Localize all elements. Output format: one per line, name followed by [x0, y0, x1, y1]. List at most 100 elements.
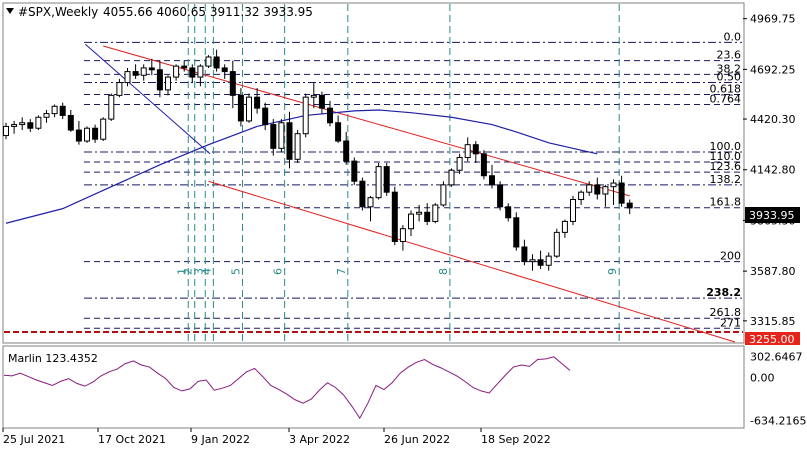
- candle-body: [561, 220, 568, 233]
- wave-label: 2: [182, 268, 195, 275]
- candle-body: [610, 182, 617, 188]
- oscillator-line: [3, 356, 571, 420]
- candle-body: [318, 94, 325, 109]
- candle-body: [602, 186, 609, 195]
- candle-body: [19, 122, 26, 126]
- wave-label: 7: [335, 268, 348, 275]
- candle-body: [545, 255, 552, 266]
- price-tick-label: 4969.75: [750, 13, 796, 26]
- candle-body: [189, 67, 196, 78]
- axes: 4969.754692.254420.304142.803865.303587.…: [2, 13, 806, 446]
- candle-body: [513, 217, 520, 248]
- moving-average-layer: [5, 109, 598, 224]
- current-price-label: 3933.95: [749, 209, 795, 222]
- candle-body: [626, 202, 633, 209]
- candle-body: [237, 94, 244, 122]
- candle-body: [335, 122, 342, 142]
- candle-body: [43, 113, 50, 118]
- fib-level-label: 0.618: [710, 82, 742, 95]
- indicator-tick-label: 0.00: [750, 371, 775, 384]
- candle-body: [505, 206, 512, 219]
- candle-body: [416, 211, 423, 215]
- candle-body: [108, 94, 115, 120]
- time-tick-label: 9 Jan 2022: [191, 433, 250, 446]
- candle-body: [213, 56, 220, 69]
- candle-body: [92, 127, 99, 140]
- candle-body: [262, 107, 269, 126]
- level-price-label: 3255.00: [749, 333, 795, 346]
- candle-body: [359, 180, 366, 208]
- candle-body: [618, 182, 625, 204]
- fib-level-label: 38.2: [717, 62, 742, 75]
- fib-level-label: 161.8: [710, 196, 742, 209]
- fibonacci-grid: [4, 41, 743, 333]
- indicator-tick-label: -634.2165: [750, 415, 806, 428]
- candle-body: [310, 94, 317, 98]
- indicator-label: Marlin 123.4352: [8, 352, 98, 365]
- candle-body: [367, 197, 374, 208]
- candle-body: [424, 211, 431, 222]
- candle-body: [221, 67, 228, 73]
- wave-label: 8: [437, 268, 450, 275]
- candle-body: [375, 166, 382, 199]
- candle-body: [480, 153, 487, 177]
- candle-body: [553, 231, 560, 257]
- candle-body: [302, 96, 309, 135]
- time-tick-label: 3 Apr 2022: [289, 433, 350, 446]
- candle-body: [116, 82, 123, 96]
- symbol-marker-icon: [6, 8, 14, 14]
- moving-average-line: [5, 109, 598, 224]
- candle-body: [27, 122, 34, 129]
- candle-body: [100, 118, 107, 140]
- candle-body: [229, 71, 236, 96]
- price-tick-label: 3587.80: [750, 265, 796, 278]
- wave-label: 6: [272, 268, 285, 275]
- candle-body: [327, 107, 333, 124]
- candle-body: [59, 105, 66, 116]
- wave-label: 4: [200, 268, 213, 275]
- candle-body: [205, 56, 212, 67]
- price-tick-label: 4692.25: [750, 63, 796, 76]
- candle-body: [408, 213, 414, 230]
- oscillator-layer: [3, 356, 571, 420]
- channel-lower-line: [208, 180, 736, 343]
- candle-body: [594, 184, 601, 195]
- candle-body: [343, 140, 350, 162]
- fib-level-label: 138.2: [710, 173, 742, 186]
- candle-body: [254, 96, 261, 109]
- candle-body: [351, 160, 358, 182]
- candlestick-series: [3, 49, 633, 271]
- candle-body: [448, 169, 455, 186]
- indicator-pane-frame: [2, 345, 745, 429]
- wave-label: 1: [175, 268, 188, 275]
- candle-body: [529, 259, 536, 263]
- candle-body: [75, 129, 82, 142]
- time-tick-label: 18 Sep 2022: [481, 433, 551, 446]
- wave-label: 5: [230, 268, 243, 275]
- candle-body: [570, 198, 576, 222]
- candle-body: [140, 67, 147, 76]
- candle-body: [197, 65, 204, 78]
- time-tick-label: 26 Jun 2022: [384, 433, 450, 446]
- price-tick-label: 4420.30: [750, 113, 796, 126]
- candle-body: [472, 144, 479, 155]
- candle-body: [246, 96, 252, 122]
- fib-level-label: 0.0: [724, 30, 742, 43]
- wave-label: 3: [192, 268, 205, 275]
- fib-level-label: 23.6: [717, 49, 742, 62]
- candle-body: [391, 191, 398, 243]
- time-tick-label: 25 Jul 2021: [3, 433, 65, 446]
- candle-body: [165, 76, 171, 91]
- fib-level-label: 110.0: [710, 150, 742, 163]
- candle-body: [148, 67, 155, 71]
- trendline-segment: [85, 43, 211, 155]
- ohlc-readout: 4055.66 4060.65 3911.32 3933.95: [103, 5, 313, 19]
- candle-body: [270, 124, 277, 149]
- candle-body: [294, 133, 301, 160]
- time-tick-label: 17 Oct 2021: [98, 433, 166, 446]
- candle-body: [489, 175, 495, 186]
